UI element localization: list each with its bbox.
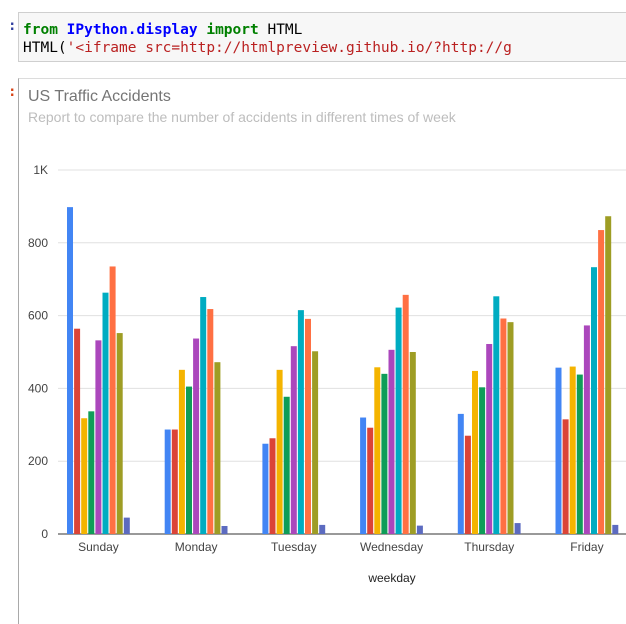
bar[interactable] [262, 443, 269, 534]
bar[interactable] [297, 310, 304, 534]
bar[interactable] [500, 318, 507, 534]
bar[interactable] [514, 523, 521, 534]
y-tick-label: 0 [41, 527, 48, 541]
code-string-literal: '<iframe src=http://htmlpreview.github.i… [66, 40, 512, 56]
bar[interactable] [395, 307, 402, 534]
output-area [18, 78, 626, 624]
x-tick-label: Tuesday [271, 540, 317, 554]
x-axis-ticks: Sunday Monday Tuesday Wednesday Thursday Frid… [78, 540, 604, 554]
x-tick-label: Wednesday [360, 540, 423, 554]
bar[interactable] [214, 362, 221, 534]
input-prompt-marker: : [8, 18, 17, 34]
code-import-name: HTML [267, 22, 303, 38]
chart-title: US Traffic Accidents [28, 88, 171, 105]
bar[interactable] [562, 419, 569, 534]
bar[interactable] [472, 370, 478, 534]
bar[interactable] [464, 435, 471, 534]
bar[interactable] [576, 374, 583, 534]
bar[interactable] [409, 352, 416, 534]
code-module-name: IPython.display [66, 22, 198, 38]
bar[interactable] [493, 296, 500, 534]
bar[interactable] [381, 373, 388, 534]
x-tick-label: Monday [175, 540, 218, 554]
bar[interactable] [178, 369, 185, 534]
bar[interactable] [402, 294, 409, 534]
bar[interactable] [319, 524, 326, 534]
bar[interactable] [171, 429, 178, 534]
bar[interactable] [269, 438, 276, 534]
bar[interactable] [312, 351, 319, 534]
y-tick-label: 200 [28, 454, 48, 468]
y-tick-label: 400 [28, 381, 48, 395]
output-prompt-marker: : [8, 84, 17, 100]
bar[interactable] [388, 349, 395, 534]
bar[interactable] [67, 207, 73, 535]
bars [67, 207, 619, 535]
gridlines [58, 169, 626, 535]
bar[interactable] [221, 525, 228, 534]
bar[interactable] [479, 387, 486, 534]
bar[interactable] [164, 429, 171, 534]
bar[interactable] [88, 411, 95, 534]
bar[interactable] [305, 318, 311, 534]
bar[interactable] [486, 343, 493, 534]
x-tick-label: Friday [570, 540, 603, 554]
bar[interactable] [74, 328, 81, 534]
x-tick-label: Thursday [464, 540, 514, 554]
bar[interactable] [207, 309, 214, 534]
code-call-prefix: HTML( [23, 40, 67, 56]
bar[interactable] [598, 230, 605, 534]
bar[interactable] [276, 369, 283, 534]
bar[interactable] [200, 297, 207, 534]
bar[interactable] [507, 322, 514, 534]
bar[interactable] [457, 413, 464, 534]
bar[interactable] [186, 386, 192, 534]
bar[interactable] [605, 216, 612, 534]
bar[interactable] [416, 525, 423, 534]
y-tick-label: 1K [33, 163, 48, 177]
bar[interactable] [583, 325, 590, 534]
code-keyword-from: from [23, 22, 58, 38]
y-tick-label: 800 [28, 236, 48, 250]
x-tick-label: Sunday [78, 540, 119, 554]
bar[interactable] [555, 367, 562, 534]
bar[interactable] [123, 517, 130, 534]
bar[interactable] [612, 524, 619, 534]
x-axis-title: weekday [367, 571, 415, 585]
bar[interactable] [109, 266, 116, 534]
bar[interactable] [290, 346, 297, 534]
bar[interactable] [102, 292, 109, 534]
bar[interactable] [95, 340, 102, 534]
bar[interactable] [283, 396, 290, 534]
bar[interactable] [367, 427, 374, 534]
bar[interactable] [193, 338, 200, 534]
chart-subtitle: Report to compare the number of accident… [28, 109, 457, 125]
bar[interactable] [591, 267, 597, 534]
bar[interactable] [374, 367, 381, 534]
code-keyword-import: import [206, 22, 259, 38]
y-axis-ticks: 0 200 400 600 800 1K [28, 163, 48, 541]
code-cell[interactable]: from IPython.display import HTML HTML('<… [18, 12, 626, 62]
bar[interactable] [360, 417, 367, 534]
bar[interactable] [81, 418, 88, 534]
bar[interactable] [569, 366, 576, 534]
bar[interactable] [116, 333, 123, 534]
y-tick-label: 600 [28, 309, 48, 323]
